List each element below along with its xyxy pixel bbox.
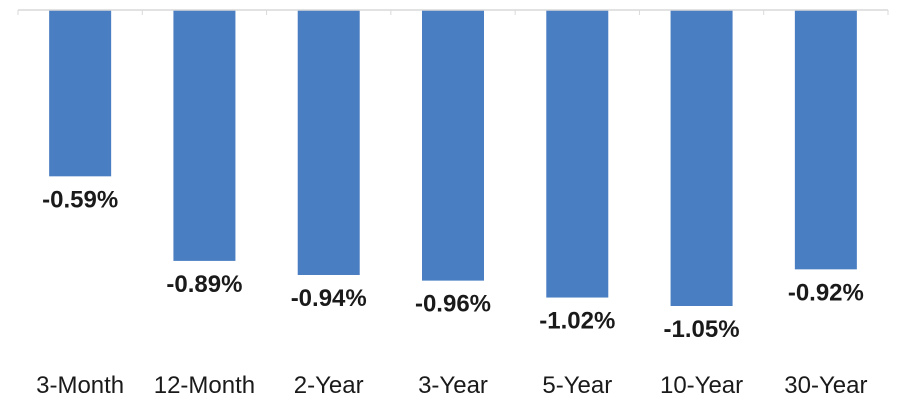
data-label: -0.92%	[788, 279, 864, 306]
bar-3-year	[422, 10, 484, 281]
data-label: -1.02%	[539, 308, 615, 335]
bar-12-month	[173, 10, 236, 261]
category-label: 3-Month	[36, 372, 124, 399]
category-label: 2-Year	[294, 372, 364, 399]
bar-5-year	[546, 10, 609, 298]
bar-2-year	[297, 10, 360, 275]
category-label: 5-Year	[542, 372, 612, 399]
category-label: 30-Year	[784, 372, 867, 399]
bar-3-month	[49, 10, 112, 177]
x-axis	[17, 9, 889, 15]
bar-10-year	[670, 10, 733, 306]
category-label: 12-Month	[154, 372, 255, 399]
bars-layer	[49, 10, 857, 306]
category-label: 10-Year	[660, 372, 743, 399]
data-label: -0.94%	[291, 285, 367, 312]
category-label: 3-Year	[418, 372, 488, 399]
data-labels-layer: -0.59% -0.89% -0.94% -0.96% -1.02% -1.05% -0.9…	[42, 186, 864, 343]
data-label: -0.89%	[166, 271, 242, 298]
data-label: -0.96%	[415, 291, 491, 318]
data-label: -0.59%	[42, 186, 118, 213]
bar-30-year	[794, 10, 857, 270]
data-label: -1.05%	[664, 316, 740, 343]
category-labels-layer: 3-Month 12-Month 2-Year 3-Year 5-Year 10-Year…	[36, 372, 867, 399]
